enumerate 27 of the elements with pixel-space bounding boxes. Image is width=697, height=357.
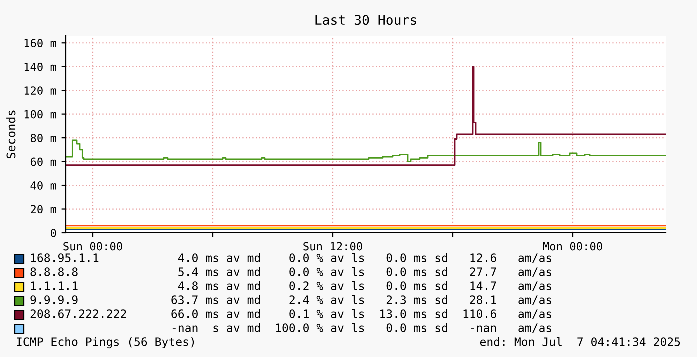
y-tick-label: 100 m [24, 110, 56, 119]
legend-label: 168.95.1.1 [31, 254, 99, 262]
y-tick-label: 160 m [24, 39, 56, 48]
x-tick-label: Mon 00:00 [543, 242, 602, 251]
text: 5.4 ms av md 0.0 % av ls 0.0 ms sd 27.7 am/as [178, 267, 552, 278]
x-tick-label: Sun 12:00 [304, 242, 362, 251]
y-tick-label: 80 m [30, 134, 56, 142]
text: 4.8 ms av md 0.2 % av ls 0.0 ms sd 14.7 am/as [178, 281, 552, 292]
y-tick-label: 120 m [24, 86, 56, 95]
legend-label: 208.67.222.222 [30, 310, 126, 318]
text: end: Mon Jul 7 04:41:34 2025 [480, 337, 680, 346]
chart-title: Last 30 Hours [316, 15, 416, 26]
y-tick-label: 140 m [24, 62, 56, 72]
text: 4.0 ms av md 0.0 % av ls 0.0 ms sd 12.6 am/as [178, 253, 552, 264]
x-tick-label: Sun 00:00 [64, 242, 122, 251]
text: ICMP Echo Pings (56 Bytes) [17, 337, 194, 349]
legend-label: 8.8.8.8 [30, 268, 78, 276]
y-tick-label: 0 [51, 229, 56, 238]
text: 66.0 ms av md 0.1 % av ls 13.0 ms sd 110.6 am/as [172, 309, 552, 320]
y-tick-label: 40 m [30, 182, 56, 190]
legend-label: 9.9.9.9 [30, 296, 78, 304]
y-tick-label: 60 m [30, 158, 56, 166]
y-tick-label: 20 m [31, 205, 56, 214]
y-axis-title: Seconds [6, 110, 16, 159]
text: 63.7 ms av md 2.4 % av ls 2.3 ms sd 28.1 am/as [172, 295, 552, 306]
text: -nan s av md 100.0 % av ls 0.0 ms sd -nan am/as [172, 323, 552, 334]
legend-label: 1.1.1.1 [31, 282, 78, 290]
